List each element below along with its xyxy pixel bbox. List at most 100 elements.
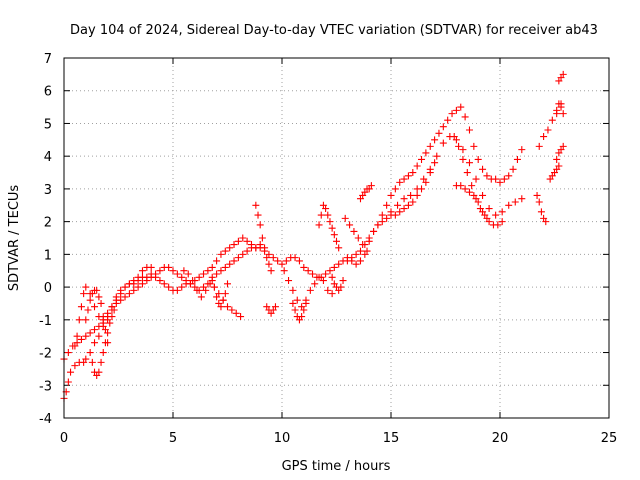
data-point-t2 bbox=[156, 267, 164, 275]
data-point-t2 bbox=[130, 286, 138, 294]
data-point-t2 bbox=[138, 280, 146, 288]
data-point-t12 bbox=[324, 211, 332, 219]
data-point-t5 bbox=[88, 358, 96, 366]
data-point-t16 bbox=[346, 221, 354, 229]
data-point-t14 bbox=[452, 106, 460, 114]
data-point-t5 bbox=[97, 358, 105, 366]
data-point-t8 bbox=[263, 254, 271, 262]
data-point-t14 bbox=[470, 142, 478, 150]
data-point-t18 bbox=[407, 191, 415, 199]
data-point-t14 bbox=[391, 185, 399, 193]
data-point-t25 bbox=[559, 110, 567, 118]
data-point-t2 bbox=[200, 270, 208, 278]
data-point-t14 bbox=[457, 103, 465, 111]
data-point-t6 bbox=[202, 286, 210, 294]
data-point-t11 bbox=[298, 313, 306, 321]
x-tick-label: 5 bbox=[169, 431, 177, 446]
data-point-t14 bbox=[461, 113, 469, 121]
data-point-t23 bbox=[555, 162, 563, 170]
data-point-t16 bbox=[354, 234, 362, 242]
data-point-t16 bbox=[350, 227, 358, 235]
data-point-t19 bbox=[450, 133, 458, 141]
data-point-t11 bbox=[289, 299, 297, 307]
data-point-t3 bbox=[130, 277, 138, 285]
data-point-t15 bbox=[348, 257, 356, 265]
data-point-t4 bbox=[99, 313, 107, 321]
data-point-t21 bbox=[533, 191, 541, 199]
data-point-t8 bbox=[261, 244, 269, 252]
data-point-t14 bbox=[400, 175, 408, 183]
data-point-t7 bbox=[213, 293, 221, 301]
data-point-t15 bbox=[431, 159, 439, 167]
data-point-t14 bbox=[356, 247, 364, 255]
data-point-t3 bbox=[77, 303, 85, 311]
data-point-t3 bbox=[134, 273, 142, 281]
data-point-t25 bbox=[557, 103, 565, 111]
data-point-t6 bbox=[228, 306, 236, 314]
data-point-t2 bbox=[104, 309, 112, 317]
data-point-t15 bbox=[356, 257, 364, 265]
data-point-t6 bbox=[193, 286, 201, 294]
data-points bbox=[60, 70, 567, 402]
data-point-t5 bbox=[108, 313, 116, 321]
data-point-t2 bbox=[64, 349, 72, 357]
data-point-t14 bbox=[474, 155, 482, 163]
data-point-t2 bbox=[169, 267, 177, 275]
y-tick-labels: -4 -3 -2 -1 0 1 2 3 4 5 6 7 bbox=[39, 52, 52, 427]
data-point-t15 bbox=[396, 208, 404, 216]
data-point-t5 bbox=[99, 349, 107, 357]
data-point-t3 bbox=[73, 332, 81, 340]
data-point-t1 bbox=[160, 280, 168, 288]
data-point-t18 bbox=[433, 152, 441, 160]
data-point-t4 bbox=[93, 286, 101, 294]
y-tick-label: 3 bbox=[44, 183, 52, 198]
data-point-t2 bbox=[125, 290, 133, 298]
data-point-t5 bbox=[104, 329, 112, 337]
data-point-t19 bbox=[463, 169, 471, 177]
y-tick-label: 6 bbox=[44, 85, 52, 100]
y-axis-label: SDTVAR / TECUs bbox=[7, 185, 22, 292]
data-point-t14 bbox=[426, 142, 434, 150]
data-point-t6 bbox=[189, 277, 197, 285]
data-point-t14 bbox=[422, 149, 430, 157]
data-point-t20 bbox=[474, 198, 482, 206]
data-point-t5 bbox=[106, 319, 114, 327]
data-point-t8 bbox=[267, 267, 275, 275]
data-point-t15 bbox=[370, 227, 378, 235]
data-point-t15 bbox=[343, 254, 351, 262]
data-point-t14 bbox=[479, 165, 487, 173]
data-point-t15 bbox=[400, 205, 408, 213]
x-tick-label: 0 bbox=[60, 431, 68, 446]
data-point-t15 bbox=[374, 221, 382, 229]
data-point-t5 bbox=[110, 306, 118, 314]
data-point-t6 bbox=[197, 293, 205, 301]
data-point-t18 bbox=[479, 191, 487, 199]
data-point-t14 bbox=[383, 201, 391, 209]
data-point-t16 bbox=[363, 247, 371, 255]
data-point-t10 bbox=[285, 277, 293, 285]
data-point-t18 bbox=[400, 195, 408, 203]
data-point-t7 bbox=[208, 273, 216, 281]
data-point-t2 bbox=[230, 241, 238, 249]
data-point-t3 bbox=[82, 283, 90, 291]
data-point-t15 bbox=[404, 201, 412, 209]
data-point-t16 bbox=[359, 241, 367, 249]
data-point-t14 bbox=[413, 162, 421, 170]
data-point-t18 bbox=[394, 201, 402, 209]
data-point-t1 bbox=[64, 378, 72, 386]
data-point-t1 bbox=[309, 270, 317, 278]
data-point-t14 bbox=[492, 175, 500, 183]
data-point-t4 bbox=[97, 299, 105, 307]
data-point-t6 bbox=[180, 267, 188, 275]
data-point-t1 bbox=[230, 257, 238, 265]
data-point-t15 bbox=[365, 237, 373, 245]
chart-title: Day 104 of 2024, Sidereal Day-to-day VTE… bbox=[70, 23, 598, 38]
data-point-t20 bbox=[470, 191, 478, 199]
data-point-t2 bbox=[121, 293, 129, 301]
data-point-t18 bbox=[498, 208, 506, 216]
y-tick-label: -2 bbox=[39, 347, 52, 362]
data-point-t7 bbox=[221, 290, 229, 298]
data-point-t2 bbox=[256, 241, 264, 249]
data-point-t3 bbox=[117, 290, 125, 298]
